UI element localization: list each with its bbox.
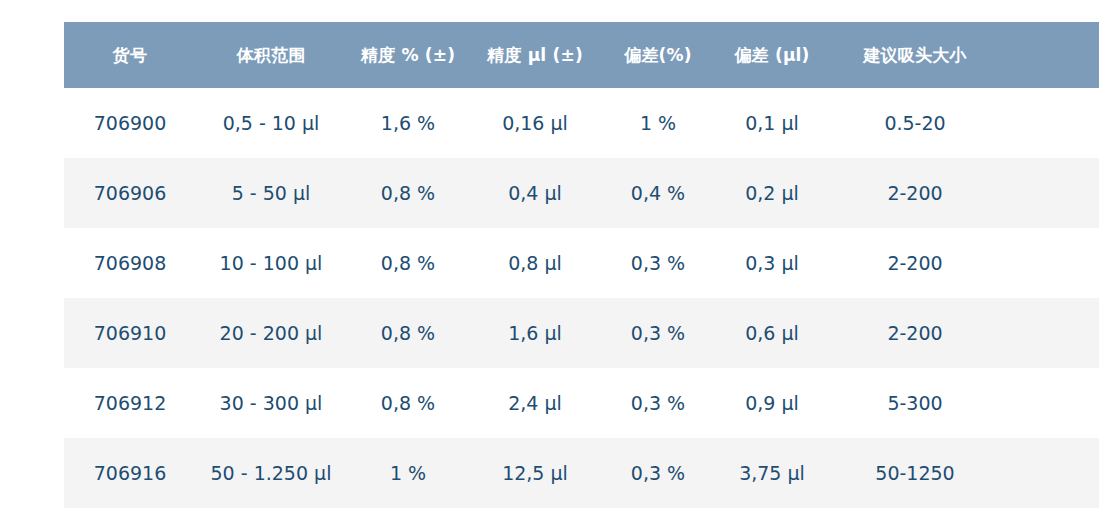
table-row: 706916 50 - 1.250 µl 1 % 12,5 µl 0,3 % 3…: [64, 438, 1099, 508]
table-cell: 706910: [64, 298, 196, 368]
table-row: 706906 5 - 50 µl 0,8 % 0,4 µl 0,4 % 0,2 …: [64, 158, 1099, 228]
table-cell: 1 %: [600, 88, 716, 158]
table-cell-spacer: [1002, 368, 1099, 438]
table-cell: 20 - 200 µl: [196, 298, 346, 368]
table-cell: 50 - 1.250 µl: [196, 438, 346, 508]
table-cell: 12,5 µl: [470, 438, 600, 508]
page: 货号 体积范围 精度 % (±) 精度 µl (±) 偏差(%) 偏差 (µl)…: [0, 0, 1099, 521]
table-row: 706908 10 - 100 µl 0,8 % 0,8 µl 0,3 % 0,…: [64, 228, 1099, 298]
table-row: 706900 0,5 - 10 µl 1,6 % 0,16 µl 1 % 0,1…: [64, 88, 1099, 158]
table-cell: 1 %: [346, 438, 470, 508]
table-cell: 1,6 µl: [470, 298, 600, 368]
table-cell: 30 - 300 µl: [196, 368, 346, 438]
column-header-deviation-ul: 偏差 (µl): [716, 22, 828, 88]
column-header-deviation-percent: 偏差(%): [600, 22, 716, 88]
table-cell: 0,5 - 10 µl: [196, 88, 346, 158]
table-cell-spacer: [1002, 438, 1099, 508]
table-cell: 0,3 %: [600, 438, 716, 508]
column-header-precision-percent: 精度 % (±): [346, 22, 470, 88]
table-cell: 706900: [64, 88, 196, 158]
table-cell: 0,3 %: [600, 228, 716, 298]
table-cell: 706912: [64, 368, 196, 438]
column-header-volume-range: 体积范围: [196, 22, 346, 88]
table-cell: 706906: [64, 158, 196, 228]
table-cell: 2,4 µl: [470, 368, 600, 438]
table-cell: 706908: [64, 228, 196, 298]
table-cell: 5 - 50 µl: [196, 158, 346, 228]
table-cell: 0,2 µl: [716, 158, 828, 228]
table-cell: 0,4 %: [600, 158, 716, 228]
table-cell: 0,1 µl: [716, 88, 828, 158]
table-cell: 0,16 µl: [470, 88, 600, 158]
table-cell: 0,8 %: [346, 228, 470, 298]
column-header-item-number: 货号: [64, 22, 196, 88]
table-cell: 0,4 µl: [470, 158, 600, 228]
table-cell: 5-300: [828, 368, 1002, 438]
table-cell: 0,8 µl: [470, 228, 600, 298]
pipette-spec-table: 货号 体积范围 精度 % (±) 精度 µl (±) 偏差(%) 偏差 (µl)…: [64, 22, 1099, 508]
table-cell: 0,8 %: [346, 158, 470, 228]
table-cell: 2-200: [828, 158, 1002, 228]
table-cell: 0,3 µl: [716, 228, 828, 298]
table-cell: 2-200: [828, 228, 1002, 298]
table-cell-spacer: [1002, 88, 1099, 158]
table-cell: 50-1250: [828, 438, 1002, 508]
table-cell: 0,8 %: [346, 298, 470, 368]
table-cell-spacer: [1002, 228, 1099, 298]
table-cell: 0,8 %: [346, 368, 470, 438]
column-header-tip-size: 建议吸头大小: [828, 22, 1002, 88]
column-header-precision-ul: 精度 µl (±): [470, 22, 600, 88]
table-cell: 0,9 µl: [716, 368, 828, 438]
header-row: 货号 体积范围 精度 % (±) 精度 µl (±) 偏差(%) 偏差 (µl)…: [64, 22, 1099, 88]
table-cell: 0,3 %: [600, 298, 716, 368]
table-cell-spacer: [1002, 298, 1099, 368]
column-header-spacer: [1002, 22, 1099, 88]
table-row: 706912 30 - 300 µl 0,8 % 2,4 µl 0,3 % 0,…: [64, 368, 1099, 438]
table-cell: 0,6 µl: [716, 298, 828, 368]
table-cell-spacer: [1002, 158, 1099, 228]
table-cell: 0,3 %: [600, 368, 716, 438]
table-cell: 1,6 %: [346, 88, 470, 158]
table-row: 706910 20 - 200 µl 0,8 % 1,6 µl 0,3 % 0,…: [64, 298, 1099, 368]
table-cell: 0.5-20: [828, 88, 1002, 158]
table-cell: 10 - 100 µl: [196, 228, 346, 298]
table-cell: 706916: [64, 438, 196, 508]
table-cell: 3,75 µl: [716, 438, 828, 508]
table-cell: 2-200: [828, 298, 1002, 368]
